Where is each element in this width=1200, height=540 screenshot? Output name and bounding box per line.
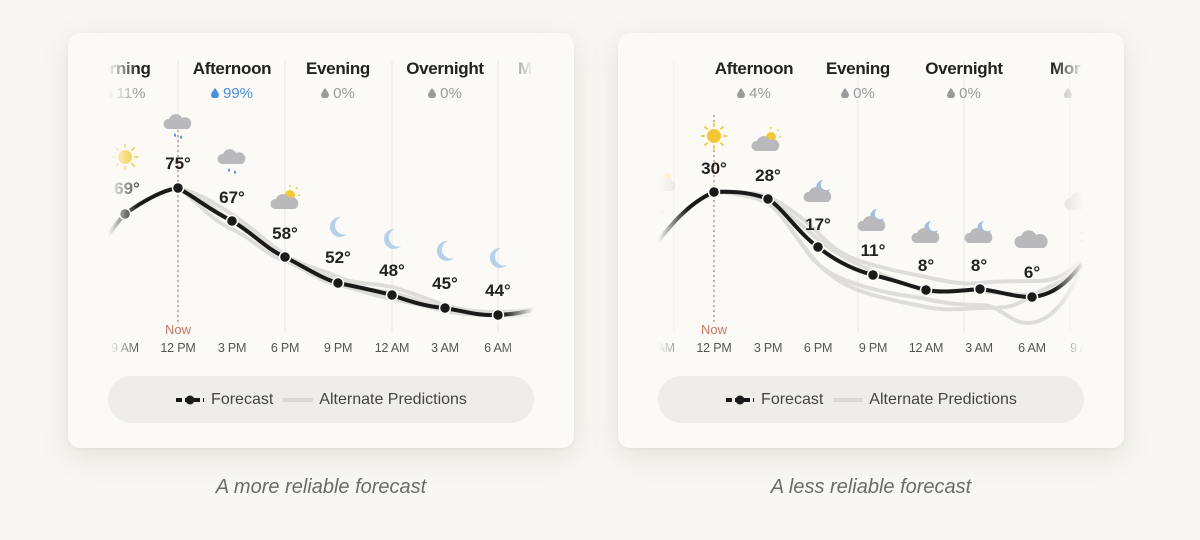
legend-forecast: Forecast — [175, 391, 273, 409]
raindrop-icon — [737, 85, 746, 99]
cloud-icon — [1064, 192, 1084, 210]
alternate-line-icon — [283, 397, 314, 402]
legend-alternate: Alternate Predictions — [283, 391, 467, 409]
rain-cloud-icon — [217, 149, 246, 174]
raindrop-icon — [108, 85, 113, 99]
legend-alternate: Alternate Predictions — [833, 391, 1017, 409]
period-afternoon: Afternoon 4% — [714, 59, 794, 102]
period-evening: Evening 0% — [825, 59, 891, 102]
moon-icon — [383, 228, 401, 249]
moon-icon — [489, 247, 507, 268]
temperature-chart — [108, 61, 534, 333]
moon-icon — [436, 240, 454, 261]
period-afternoon: Afternoon 99% — [192, 59, 272, 102]
caption-unreliable: A less reliable forecast — [770, 476, 972, 498]
cloud-icon — [1014, 230, 1048, 248]
chart-legend: Forecast Alternate Predictions — [108, 376, 534, 423]
partly-cloudy-night-icon — [803, 180, 832, 202]
raindrop-icon — [841, 85, 850, 99]
raindrop-icon — [1064, 85, 1072, 99]
now-label: Now — [700, 322, 727, 337]
period-evening: Evening 0% — [305, 59, 371, 102]
reliable-forecast-card: orning 11% Afternoon 99% Evening 0% Over… — [68, 33, 574, 448]
partly-cloudy-day-icon — [658, 173, 676, 191]
period-morning: orning 11% — [108, 59, 178, 102]
raindrop-icon — [947, 85, 956, 99]
partly-cloudy-night-icon — [911, 221, 940, 243]
moon-icon — [329, 216, 347, 237]
partly-cloudy-night-icon — [857, 209, 886, 231]
period-overnight: Overnight 0% — [925, 59, 1003, 102]
partly-cloudy-night-icon — [964, 221, 993, 243]
sun-icon — [111, 143, 139, 171]
forecast-line-icon — [726, 395, 755, 404]
forecast-line-icon — [176, 395, 205, 404]
now-label: Now — [164, 322, 191, 337]
period-morning-next: Mor — [1050, 59, 1084, 102]
chart-legend: Forecast Alternate Predictions — [658, 376, 1084, 423]
sun-icon — [700, 122, 728, 150]
rain-cloud-icon — [163, 114, 192, 139]
raindrop-icon — [210, 85, 219, 99]
hourly-chart-viewport[interactable]: ning 1% Afternoon 4% Evening 0% Overnigh… — [658, 33, 1084, 373]
caption-reliable: A more reliable forecast — [215, 476, 427, 498]
hourly-chart-viewport[interactable]: orning 11% Afternoon 99% Evening 0% Over… — [108, 33, 534, 373]
period-overnight: Overnight 0% — [406, 59, 484, 102]
legend-forecast: Forecast — [725, 391, 823, 409]
raindrop-icon — [321, 85, 330, 99]
unreliable-forecast-card: ning 1% Afternoon 4% Evening 0% Overnigh… — [618, 33, 1124, 448]
partly-cloudy-day-icon — [751, 127, 781, 151]
partly-cloudy-day-icon — [270, 185, 300, 209]
period-morning-next: M — [518, 59, 532, 78]
raindrop-icon — [428, 85, 437, 99]
alternate-line-icon — [833, 397, 864, 402]
